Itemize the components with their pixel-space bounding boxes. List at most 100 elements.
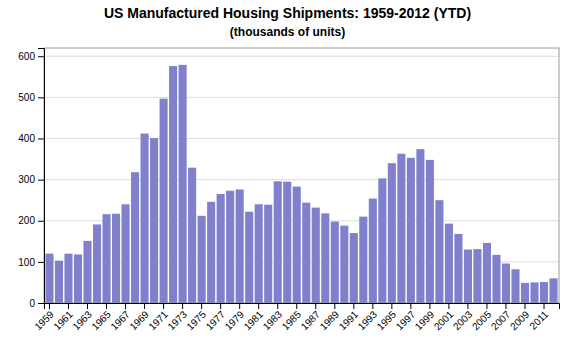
bar <box>521 283 529 303</box>
y-tick-mark <box>38 56 44 57</box>
bar <box>45 254 53 303</box>
x-tick-mark <box>220 303 221 309</box>
y-tick-mark <box>38 262 44 263</box>
bar <box>236 189 244 303</box>
x-tick-label: 1999 <box>413 308 437 332</box>
x-tick-mark <box>258 303 259 309</box>
x-tick-label: 1975 <box>184 308 208 332</box>
bar <box>93 224 101 303</box>
x-tick-label: 1991 <box>337 308 361 332</box>
x-tick: 2007 <box>489 303 513 332</box>
bar <box>255 204 263 303</box>
bar <box>55 261 63 303</box>
x-tick: 2001 <box>432 303 456 332</box>
bar <box>83 241 91 303</box>
y-tick: 200 <box>18 215 44 226</box>
x-tick-label: 2007 <box>489 308 513 332</box>
x-tick: 1981 <box>242 303 266 332</box>
x-tick-label: 1979 <box>223 308 247 332</box>
x-tick: 1969 <box>127 303 151 332</box>
x-tick: 1985 <box>280 303 304 332</box>
bar <box>312 208 320 303</box>
x-tick-label: 2009 <box>508 308 532 332</box>
bar <box>293 187 301 303</box>
x-tick: 1977 <box>204 303 228 332</box>
bar <box>359 217 367 303</box>
x-tick-label: 1997 <box>394 308 418 332</box>
grid-line <box>44 56 559 57</box>
bar <box>540 282 548 303</box>
y-tick: 100 <box>18 257 44 268</box>
bars <box>45 65 557 303</box>
x-tick-mark <box>87 303 88 309</box>
bar <box>511 269 519 303</box>
x-tick: 1987 <box>299 303 323 332</box>
x-tick-mark <box>429 303 430 309</box>
bar <box>283 182 291 303</box>
x-tick-label: 1989 <box>318 308 342 332</box>
y-tick: 300 <box>18 174 44 185</box>
bar <box>264 205 272 303</box>
x-tick: 1993 <box>356 303 380 332</box>
x-tick: 2005 <box>470 303 494 332</box>
bar <box>435 200 443 303</box>
x-tick: 2009 <box>508 303 532 332</box>
x-tick-mark <box>467 303 468 309</box>
x-tick-label: 1985 <box>280 308 304 332</box>
x-tick-label: 2001 <box>432 308 456 332</box>
grid-line <box>44 97 559 98</box>
bar <box>160 99 168 303</box>
x-tick-mark <box>486 303 487 309</box>
grid-line <box>44 179 559 180</box>
y-tick-label: 600 <box>18 51 35 62</box>
bar <box>388 163 396 303</box>
x-tick: 1967 <box>108 303 132 332</box>
grid-line <box>44 220 559 221</box>
x-tick-mark <box>201 303 202 309</box>
y-tick: 400 <box>18 133 44 144</box>
x-tick-mark <box>505 303 506 309</box>
x-tick-mark <box>410 303 411 309</box>
y-tick-label: 300 <box>18 174 35 185</box>
x-tick-label: 2011 <box>527 308 550 331</box>
x-tick-mark <box>125 303 126 309</box>
y-tick-mark <box>38 97 44 98</box>
x-tick: 1963 <box>70 303 94 332</box>
bar <box>131 172 139 303</box>
x-tick: 1959 <box>32 303 56 332</box>
y-tick-label: 100 <box>18 257 35 268</box>
bar <box>340 226 348 303</box>
x-tick: 2011 <box>527 303 550 332</box>
grid <box>44 56 559 303</box>
x-tick-label: 1961 <box>51 308 75 332</box>
y-tick: 500 <box>18 92 44 103</box>
bar <box>492 255 500 303</box>
x-tick: 1991 <box>337 303 361 332</box>
y-tick-label: 200 <box>18 215 35 226</box>
x-tick-mark <box>277 303 278 309</box>
y-tick: 600 <box>18 51 44 62</box>
x-tick-label: 1981 <box>242 308 266 332</box>
x-tick-mark <box>448 303 449 309</box>
bar <box>74 254 82 303</box>
x-tick: 1965 <box>89 303 113 332</box>
bar <box>64 254 72 303</box>
x-tick-mark <box>163 303 164 309</box>
bar <box>454 234 462 303</box>
x-tick-mark <box>296 303 297 309</box>
x-tick-label: 1993 <box>356 308 380 332</box>
x-tick-label: 1967 <box>108 308 132 332</box>
x-tick-label: 2005 <box>470 308 494 332</box>
x-tick: 1997 <box>394 303 418 332</box>
chart-svg: 1959196119631965196719691971197319751977… <box>0 0 575 349</box>
bar <box>226 191 234 303</box>
x-tick-mark <box>372 303 373 309</box>
y-tick-mark <box>38 180 44 181</box>
bar <box>464 250 472 303</box>
x-tick: 2003 <box>451 303 475 332</box>
x-tick-mark <box>239 303 240 309</box>
bar <box>217 194 225 303</box>
x-tick-label: 1987 <box>299 308 323 332</box>
x-tick-label: 1965 <box>89 308 113 332</box>
grid-line <box>44 261 559 262</box>
